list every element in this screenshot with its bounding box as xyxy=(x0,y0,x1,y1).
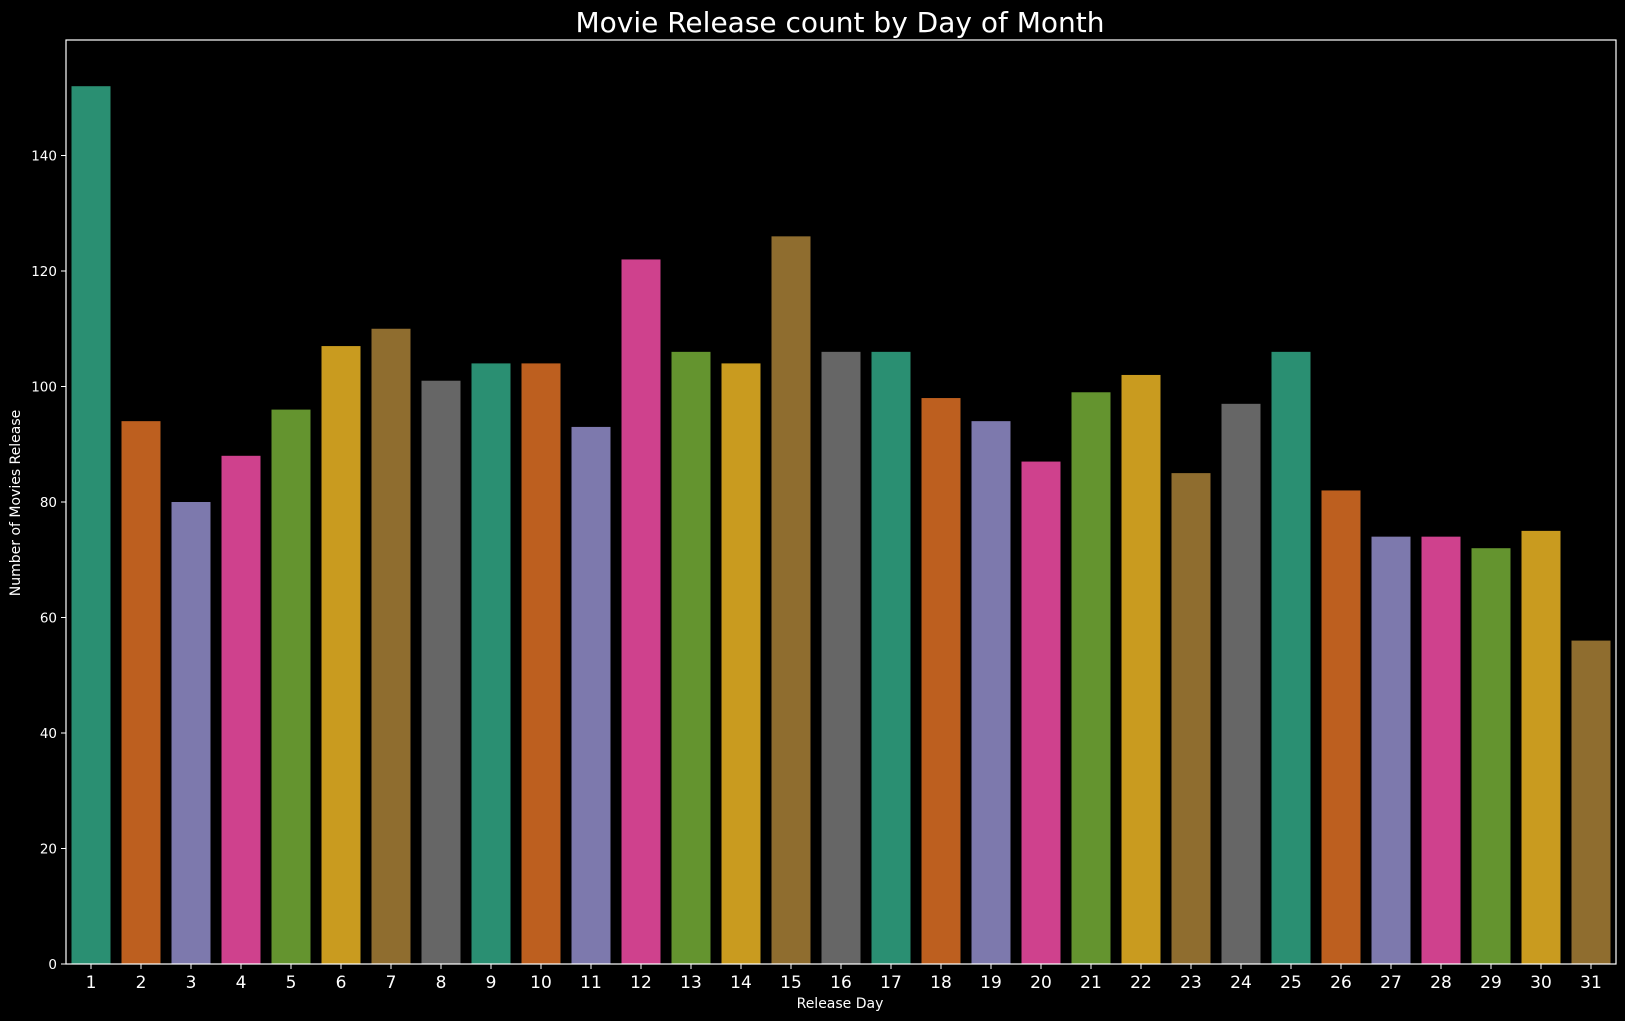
x-tick-label: 6 xyxy=(336,973,347,993)
bar-day-9 xyxy=(471,363,511,964)
y-tick-label: 100 xyxy=(31,380,57,396)
plot-frame xyxy=(65,39,1617,965)
bar-day-7 xyxy=(371,328,411,964)
bar-day-15 xyxy=(771,236,811,965)
bar-day-30 xyxy=(1521,530,1561,964)
x-tick-label: 28 xyxy=(1430,973,1452,993)
y-tick-label: 80 xyxy=(40,495,57,511)
x-tick-label: 19 xyxy=(980,973,1002,993)
bar-day-10 xyxy=(521,363,561,964)
bar-day-26 xyxy=(1321,490,1361,964)
bar-day-14 xyxy=(721,363,761,964)
x-tick-label: 11 xyxy=(580,973,602,993)
x-tick-label: 15 xyxy=(780,973,802,993)
x-tick-label: 23 xyxy=(1180,973,1202,993)
x-axis-ticks: 1 2 3 4 5 6 7 8 9 10 11 12 13 14 15 16 17 18 19 20 21 22 23 24 2… xyxy=(86,964,1602,993)
y-tick-label: 60 xyxy=(40,611,57,627)
bar-day-24 xyxy=(1221,403,1261,964)
bar-day-13 xyxy=(671,351,711,965)
x-tick-label: 7 xyxy=(386,973,397,993)
bar-day-21 xyxy=(1071,392,1111,964)
x-tick-label: 20 xyxy=(1030,973,1052,993)
x-tick-label: 8 xyxy=(436,973,447,993)
bar-day-29 xyxy=(1471,548,1511,964)
x-tick-label: 9 xyxy=(486,973,497,993)
bar-day-20 xyxy=(1021,461,1061,964)
x-axis-label: Release Day xyxy=(797,996,884,1012)
x-tick-label: 25 xyxy=(1280,973,1302,993)
x-tick-label: 2 xyxy=(136,973,147,993)
bar-day-18 xyxy=(921,398,961,964)
y-axis-label: Number of Movies Release xyxy=(8,410,24,597)
y-tick-label: 140 xyxy=(31,149,57,165)
bar-day-1 xyxy=(71,86,111,964)
chart-title: Movie Release count by Day of Month xyxy=(575,6,1104,39)
x-tick-label: 24 xyxy=(1230,973,1252,993)
x-tick-label: 31 xyxy=(1580,973,1602,993)
bar-day-16 xyxy=(821,351,861,965)
bar-day-31 xyxy=(1571,640,1611,964)
x-tick-label: 21 xyxy=(1080,973,1102,993)
x-tick-label: 18 xyxy=(930,973,952,993)
x-tick-label: 14 xyxy=(730,973,752,993)
x-tick-label: 1 xyxy=(86,973,97,993)
x-tick-label: 4 xyxy=(236,973,247,993)
bar-day-12 xyxy=(621,259,661,964)
bar-day-3 xyxy=(171,502,211,964)
x-tick-label: 22 xyxy=(1130,973,1152,993)
x-tick-label: 10 xyxy=(530,973,552,993)
bar-day-8 xyxy=(421,380,461,965)
bars-group xyxy=(71,86,1611,965)
bar-day-5 xyxy=(271,409,311,965)
bar-day-28 xyxy=(1421,536,1461,964)
bar-day-22 xyxy=(1121,374,1161,964)
y-tick-label: 40 xyxy=(40,726,57,742)
x-tick-label: 30 xyxy=(1530,973,1552,993)
bar-day-19 xyxy=(971,421,1011,964)
bar-day-2 xyxy=(121,421,161,964)
x-tick-label: 26 xyxy=(1330,973,1352,993)
bar-day-6 xyxy=(321,346,361,964)
bar-day-17 xyxy=(871,351,911,965)
x-tick-label: 16 xyxy=(830,973,852,993)
x-tick-label: 5 xyxy=(286,973,297,993)
bar-day-11 xyxy=(571,426,611,964)
bar-day-25 xyxy=(1271,351,1311,965)
y-tick-label: 0 xyxy=(48,957,57,973)
bar-day-27 xyxy=(1371,536,1411,964)
x-tick-label: 12 xyxy=(630,973,652,993)
bar-day-4 xyxy=(221,455,261,964)
x-tick-label: 27 xyxy=(1380,973,1402,993)
y-axis-ticks: 0 20 40 60 80 100 120 140 xyxy=(31,149,66,973)
x-tick-label: 3 xyxy=(186,973,197,993)
x-tick-label: 13 xyxy=(680,973,702,993)
bar-day-23 xyxy=(1171,473,1211,964)
y-tick-label: 20 xyxy=(40,842,57,858)
x-tick-label: 17 xyxy=(880,973,902,993)
y-tick-label: 120 xyxy=(31,264,57,280)
x-tick-label: 29 xyxy=(1480,973,1502,993)
